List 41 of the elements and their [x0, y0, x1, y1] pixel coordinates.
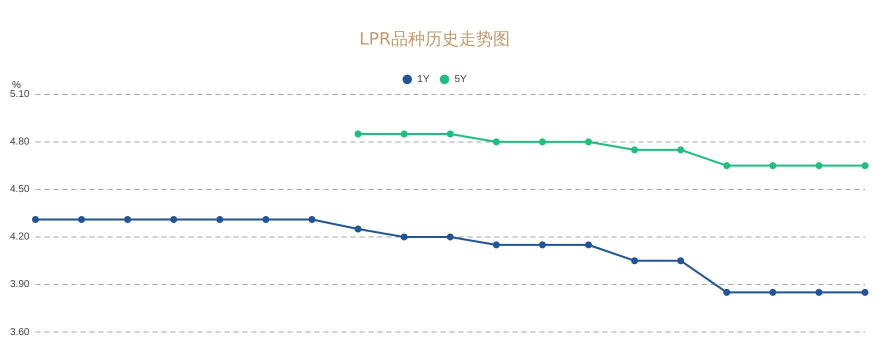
chart-title: LPR品种历史走势图: [359, 30, 510, 50]
y-tick-label: 5.10: [10, 89, 30, 100]
point: [308, 216, 316, 224]
point: [124, 216, 132, 224]
legend-label: 5Y: [454, 74, 468, 86]
point: [631, 146, 638, 154]
point: [723, 288, 730, 296]
point: [538, 138, 546, 146]
y-tick-label: 4.50: [10, 184, 30, 196]
y-tick-label: 3.60: [10, 326, 30, 338]
point: [723, 162, 730, 170]
point: [354, 226, 362, 233]
point: [815, 288, 822, 296]
legend-label: 1Y: [417, 74, 430, 86]
y-tick-label: 4.80: [10, 136, 30, 148]
point: [584, 241, 592, 248]
point: [400, 130, 408, 138]
y-tick-label: 3.90: [10, 279, 30, 290]
point: [584, 138, 592, 146]
point: [446, 233, 454, 240]
point: [78, 216, 86, 224]
point: [216, 216, 224, 224]
point: [769, 162, 776, 170]
point: [815, 162, 822, 170]
point: [400, 233, 408, 240]
point: [862, 288, 868, 296]
point: [769, 288, 776, 296]
point: [677, 146, 684, 154]
point: [32, 216, 39, 224]
point: [170, 216, 178, 224]
point: [677, 257, 684, 264]
point: [862, 162, 868, 170]
point: [492, 241, 500, 248]
point: [538, 241, 546, 248]
y-axis-title: %: [12, 80, 21, 92]
point: [492, 138, 500, 146]
point: [446, 130, 454, 138]
y-tick-label: 4.20: [10, 232, 30, 243]
point: [262, 216, 270, 224]
point: [631, 257, 638, 264]
point: [354, 130, 362, 138]
